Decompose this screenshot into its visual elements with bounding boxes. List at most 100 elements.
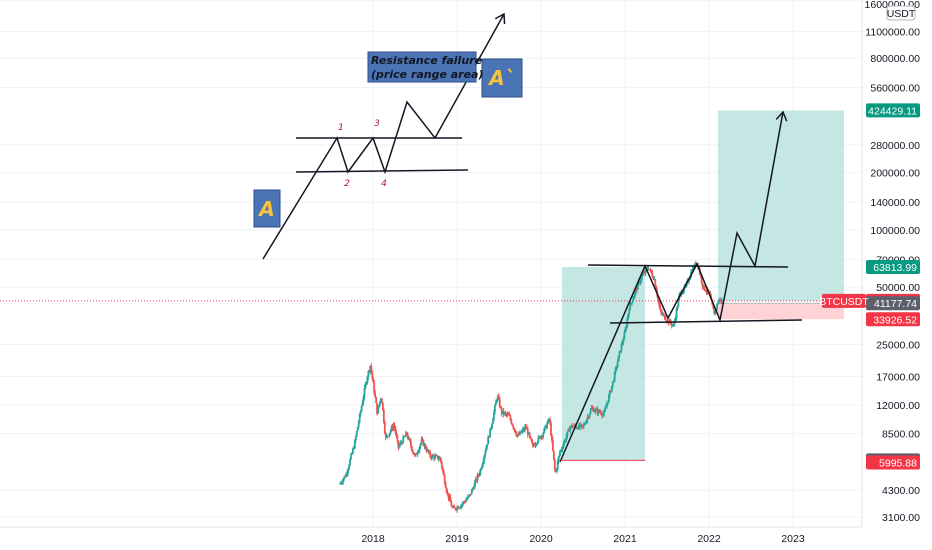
candle [555, 467, 558, 474]
candle [340, 481, 343, 485]
currency-label: USDT [887, 8, 916, 20]
candle [349, 458, 351, 466]
candle [561, 445, 564, 453]
price-badge-value: 424429.11 [868, 105, 917, 117]
candle [537, 435, 540, 444]
candle [548, 418, 550, 423]
candle-body [556, 461, 559, 469]
candle-body [693, 266, 695, 269]
candle [607, 401, 609, 406]
candle [517, 431, 520, 438]
candle [593, 408, 596, 413]
candle-body [624, 329, 627, 333]
candle [475, 478, 478, 482]
candle-body [339, 483, 342, 485]
candle [566, 431, 569, 440]
price-axis[interactable]: 3100.00 4300.00 8500.00 12000.00 17000.00 250… [819, 0, 920, 527]
candle [558, 450, 561, 458]
candle-body [654, 279, 657, 287]
annotation-box-a-prime[interactable]: A` [481, 58, 523, 98]
candle-body [643, 272, 646, 274]
candle-body [591, 408, 594, 410]
price-badge: 424429.11 [866, 103, 920, 118]
candle [580, 424, 583, 428]
candle-body [576, 427, 578, 429]
candle-body [460, 505, 463, 508]
candle [638, 280, 641, 285]
candle [386, 435, 389, 439]
candle-body [533, 445, 536, 447]
candle [588, 413, 591, 419]
candle [411, 449, 414, 454]
candle-body [650, 269, 653, 273]
candle [467, 495, 470, 498]
candle-body [428, 452, 431, 454]
candle [556, 458, 559, 472]
candle [433, 454, 435, 462]
candle-body [392, 425, 395, 429]
candle-body [340, 482, 343, 484]
candle-body [353, 440, 356, 449]
candle [360, 404, 363, 412]
candle [536, 441, 539, 446]
candle-body [605, 406, 607, 409]
candle [378, 404, 380, 409]
resistance-failure-note[interactable]: Resistance failure(price range area) [367, 51, 484, 83]
candle-body [543, 428, 546, 434]
candle [547, 418, 549, 425]
candle-body [495, 399, 498, 402]
candle [414, 453, 417, 457]
candle [418, 445, 421, 454]
candle-body [463, 501, 465, 503]
candle [546, 421, 548, 430]
candle-body [355, 431, 358, 437]
candle-body [592, 408, 595, 412]
candle-body [349, 459, 351, 466]
candle-body [613, 371, 616, 381]
candle-body [579, 424, 581, 428]
candle [466, 497, 468, 501]
candle [665, 316, 667, 322]
candle [621, 339, 624, 347]
candle-body [397, 440, 400, 448]
wave-number: 3 [374, 119, 380, 129]
candle-body [694, 263, 697, 266]
candle [479, 468, 482, 476]
candle-body [640, 275, 643, 280]
candle [359, 409, 362, 417]
candle [425, 445, 428, 453]
candle-body [580, 424, 583, 426]
candle-body [487, 436, 490, 445]
candle-body [594, 409, 597, 412]
candle-body [480, 468, 483, 470]
candle-body [413, 454, 416, 456]
candle-body [705, 291, 708, 293]
candle-body [503, 412, 506, 415]
candle-body [608, 395, 610, 402]
candle-body [469, 494, 472, 496]
candle-body [539, 436, 542, 439]
annotation-box-a[interactable]: A [253, 189, 281, 228]
candle-body [665, 319, 667, 321]
time-axis[interactable]: 2018 2019 2020 2021 2022 2023 [0, 526, 862, 545]
candle-body [609, 390, 612, 392]
price-tick-label: 140000.00 [870, 197, 920, 209]
candle-body [390, 426, 393, 431]
candle-body [585, 419, 588, 424]
candle [553, 458, 556, 473]
candle [482, 457, 485, 467]
candle-body [437, 455, 439, 460]
candle-body [478, 473, 481, 475]
candle [613, 370, 616, 383]
candle-body [420, 439, 423, 444]
candle [352, 445, 355, 450]
candle-body [674, 317, 677, 321]
currency-selector[interactable]: USDT [886, 5, 916, 21]
candle-body [364, 383, 367, 389]
candle [441, 466, 444, 473]
candle-body [716, 303, 719, 309]
candle-body [470, 489, 473, 495]
candle [618, 350, 621, 359]
candle [427, 448, 430, 455]
